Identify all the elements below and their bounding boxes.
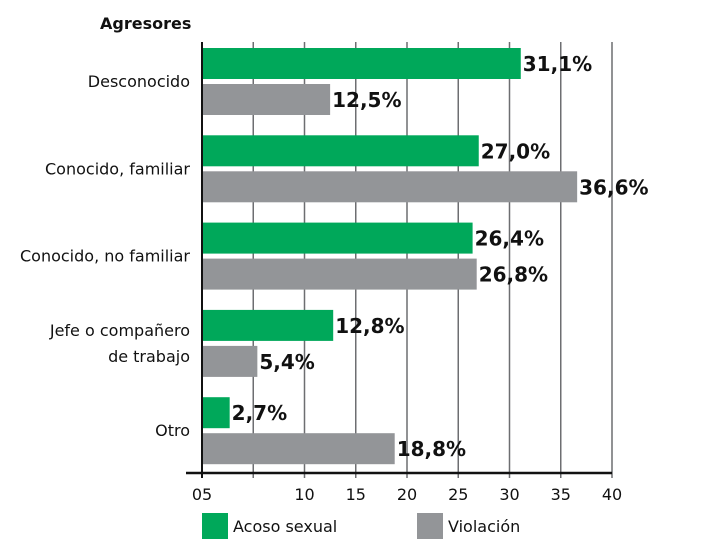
x-tick-label: 05 (192, 485, 212, 504)
data-label: 26,4% (475, 227, 544, 251)
bar-acoso (202, 48, 521, 79)
bar-violacion (202, 258, 477, 290)
x-tick-label: 25 (448, 485, 468, 504)
legend-label: Acoso sexual (233, 517, 337, 536)
category-label: Conocido, no familiar (20, 247, 190, 266)
data-label: 31,1% (523, 52, 592, 76)
legend-swatch (417, 513, 443, 539)
data-label: 2,7% (232, 401, 287, 425)
legend-swatch (202, 513, 228, 539)
data-label: 36,6% (579, 175, 648, 199)
x-tick-label: 10 (294, 485, 314, 504)
category-label: de trabajo (108, 347, 190, 366)
bar-acoso (202, 397, 230, 429)
legend-label: Violación (448, 517, 520, 536)
bar-violacion (202, 433, 395, 465)
x-tick-label: 30 (499, 485, 519, 504)
data-label: 27,0% (481, 139, 550, 163)
bar-acoso (202, 309, 334, 341)
data-label: 26,8% (479, 263, 548, 287)
data-label: 18,8% (397, 437, 466, 461)
bar-violacion (202, 345, 258, 377)
bar-violacion (202, 84, 331, 115)
data-label: 12,8% (335, 314, 404, 338)
x-tick-label: 20 (397, 485, 417, 504)
x-tick-label: 35 (551, 485, 571, 504)
bar-acoso (202, 135, 479, 167)
x-tick-label: 40 (602, 485, 622, 504)
bar-violacion (202, 171, 578, 203)
data-label: 12,5% (332, 88, 401, 112)
category-label: Otro (155, 421, 190, 440)
chart-title: Agresores (100, 14, 191, 33)
category-label: Desconocido (88, 72, 190, 91)
data-label: 5,4% (259, 350, 314, 374)
bar-acoso (202, 222, 473, 254)
category-label: Conocido, familiar (45, 159, 190, 178)
category-label: Jefe o compañero (49, 321, 190, 340)
x-tick-label: 15 (346, 485, 366, 504)
